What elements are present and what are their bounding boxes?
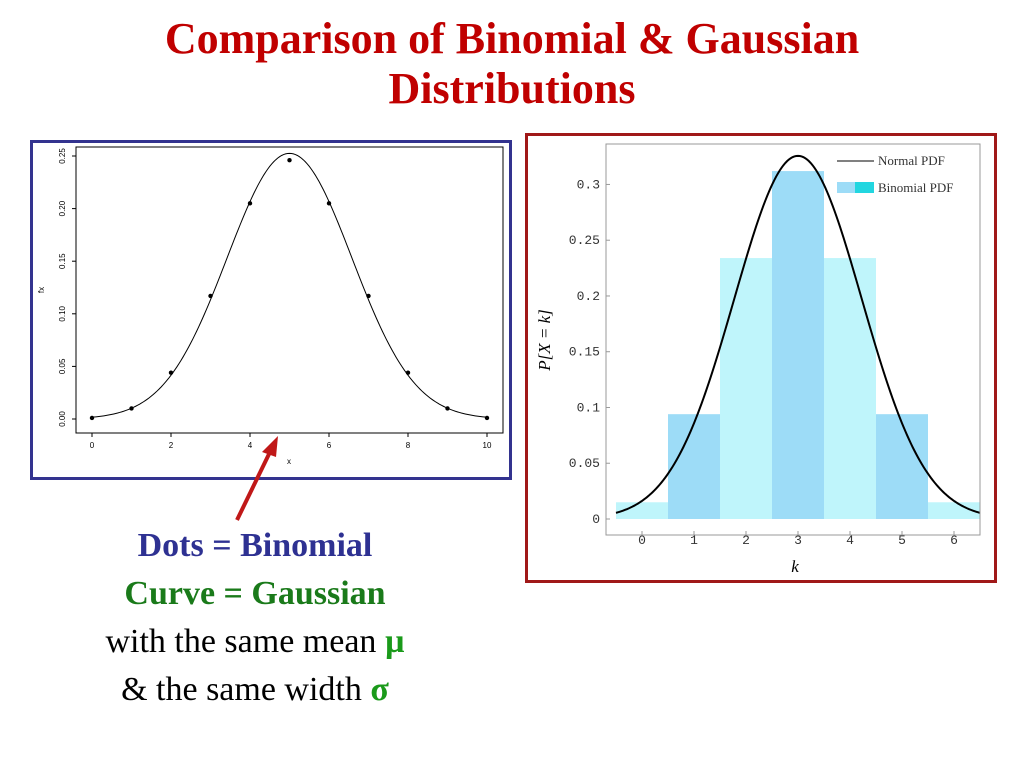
right-y-tick-label: 0.3 xyxy=(577,177,600,192)
slide-title-line2: Distributions xyxy=(388,64,636,113)
right-x-tick-label: 5 xyxy=(898,533,906,548)
left-x-tick-label: 10 xyxy=(483,441,492,450)
left-y-tick-label: 0.00 xyxy=(58,411,67,427)
caption-same-mean: with the same mean µ xyxy=(20,618,490,666)
mu-symbol: µ xyxy=(384,623,405,660)
right-x-tick-label: 3 xyxy=(794,533,802,548)
binomial-point xyxy=(89,415,95,421)
right-y-tick-label: 0.2 xyxy=(577,289,600,304)
left-plot-frame xyxy=(75,146,504,434)
binomial-point xyxy=(405,370,411,375)
right-y-tick-label: 0 xyxy=(592,512,600,527)
binomial-bar xyxy=(876,414,928,519)
left-y-tick-label: 0.20 xyxy=(58,200,67,216)
right-y-tick-label: 0.05 xyxy=(569,456,600,471)
caption-dots-binomial: Dots = Binomial xyxy=(137,527,373,564)
binomial-bar xyxy=(824,258,876,519)
left-y-tick-label: 0.25 xyxy=(58,148,67,164)
right-chart-panel: 0 1 2 3 4 5 6 0 0.05 0.1 0.15 0.2 0.25 0.3 Normal PD… xyxy=(525,133,997,583)
legend-bar-swatch-light xyxy=(837,182,855,193)
binomial-point xyxy=(247,201,253,206)
binomial-bar xyxy=(720,258,772,519)
right-y-tick-label: 0.15 xyxy=(569,345,600,360)
right-y-axis-label: P[X = k] xyxy=(535,309,554,372)
caption-same-width: & the same width σ xyxy=(20,666,490,714)
binomial-dots-chart: 0 2 4 6 8 10 0.00 0.05 0.10 0.15 0.20 0.25 x fx xyxy=(37,146,504,466)
binomial-point xyxy=(129,406,134,411)
binomial-bar xyxy=(772,171,824,519)
right-x-tick-label: 2 xyxy=(742,533,750,548)
left-x-tick-label: 2 xyxy=(169,441,174,450)
chart-legend: Normal PDF Binomial PDF xyxy=(837,153,954,195)
caption: Dots = Binomial Curve = Gaussian with th… xyxy=(20,522,490,714)
binomial-point xyxy=(366,293,371,299)
binomial-point xyxy=(168,370,174,375)
slide-title: Comparison of Binomial & Gaussian Distri… xyxy=(0,14,1024,114)
right-y-tick-label: 0.1 xyxy=(577,400,601,415)
legend-bar-swatch-dark xyxy=(855,182,874,193)
left-y-tick-label: 0.05 xyxy=(58,358,67,374)
legend-binomial-pdf: Binomial PDF xyxy=(878,180,954,195)
right-x-tick-label: 4 xyxy=(846,533,854,548)
left-x-tick-label: 0 xyxy=(90,441,95,450)
binomial-bar xyxy=(616,502,668,519)
caption-same-width-text: & the same width xyxy=(121,671,371,708)
binomial-point xyxy=(445,406,450,411)
right-x-tick-label: 6 xyxy=(950,533,958,548)
binomial-point xyxy=(484,415,490,421)
left-y-axis-label: fx xyxy=(37,287,46,293)
left-x-tick-label: 6 xyxy=(327,441,332,450)
right-plot-frame xyxy=(605,143,981,536)
binomial-pdf-chart: 0 1 2 3 4 5 6 0 0.05 0.1 0.15 0.2 0.25 0.3 Normal PD… xyxy=(535,143,981,576)
right-x-axis-label: k xyxy=(791,557,799,576)
caption-same-mean-text: with the same mean xyxy=(105,623,385,660)
right-x-tick-label: 1 xyxy=(690,533,698,548)
left-x-axis-label: x xyxy=(287,457,291,466)
binomial-point xyxy=(208,293,213,299)
right-y-tick-label: 0.25 xyxy=(569,233,600,248)
left-x-tick-label: 8 xyxy=(406,441,411,450)
gaussian-curve xyxy=(91,152,488,418)
binomial-point xyxy=(287,158,292,163)
left-y-tick-label: 0.15 xyxy=(58,253,67,269)
binomial-point xyxy=(326,201,332,206)
right-x-tick-label: 0 xyxy=(638,533,646,548)
left-x-tick-label: 4 xyxy=(248,441,253,450)
binomial-bar xyxy=(928,502,980,519)
slide-title-line1: Comparison of Binomial & Gaussian xyxy=(164,14,860,63)
left-y-tick-label: 0.10 xyxy=(58,305,67,321)
left-chart-panel: 0 2 4 6 8 10 0.00 0.05 0.10 0.15 0.20 0.25 x fx xyxy=(30,140,512,480)
binomial-bar xyxy=(668,414,720,519)
sigma-symbol: σ xyxy=(370,671,389,708)
normal-pdf-curve xyxy=(615,154,981,514)
caption-curve-gaussian: Curve = Gaussian xyxy=(124,575,386,612)
legend-normal-pdf: Normal PDF xyxy=(878,153,945,168)
